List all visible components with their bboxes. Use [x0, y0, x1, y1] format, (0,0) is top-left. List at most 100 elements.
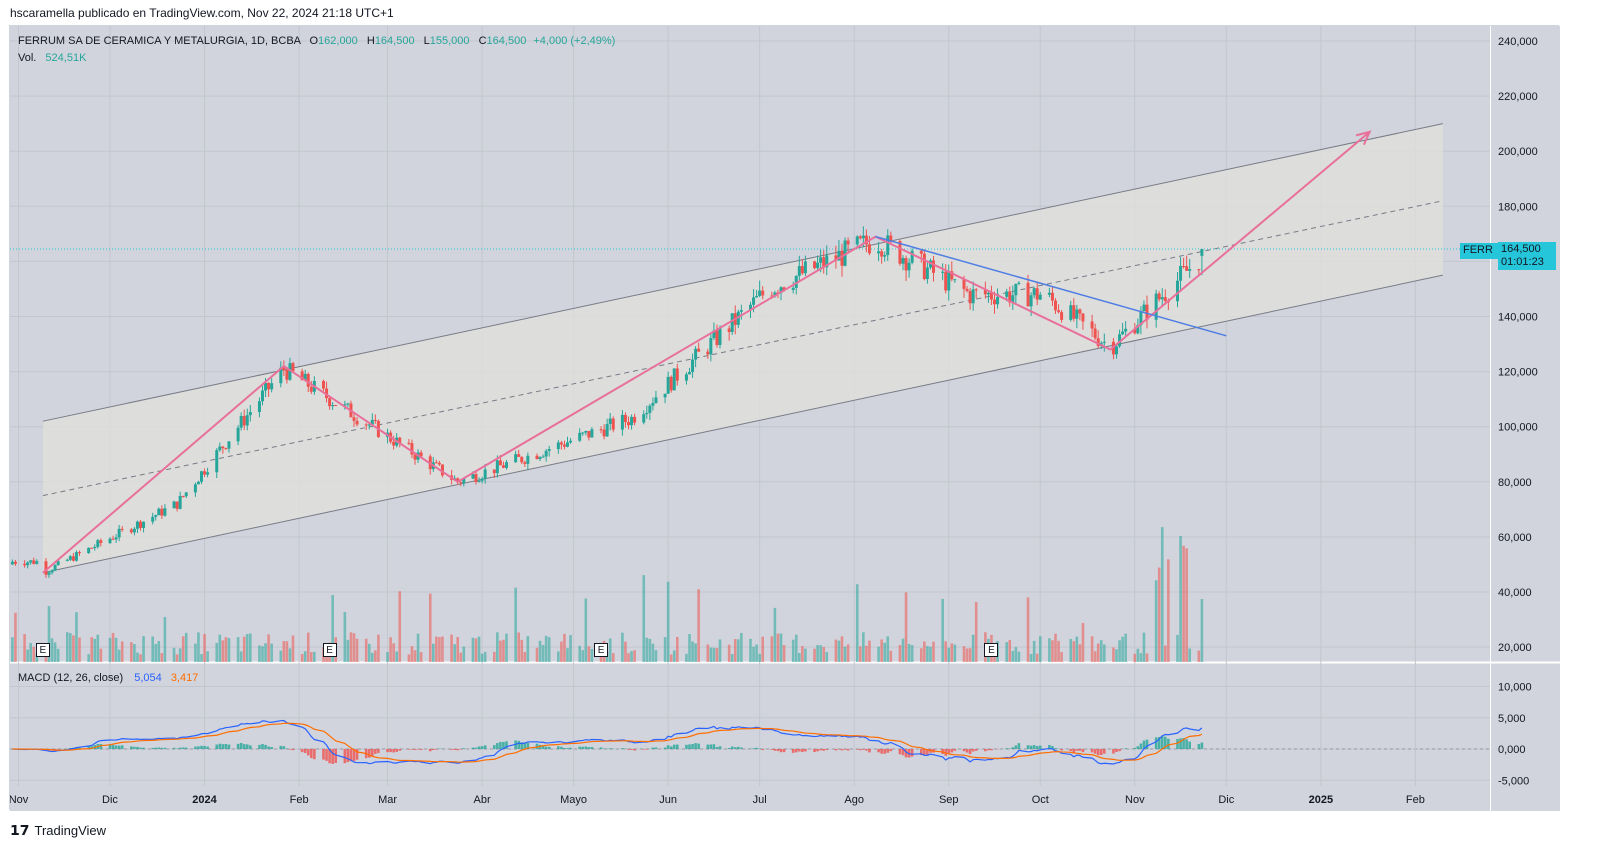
macd-histogram-bar [206, 746, 209, 749]
candle-body [758, 290, 762, 296]
candle-body [855, 236, 859, 245]
earnings-marker[interactable]: E [594, 643, 609, 657]
candle-body [666, 376, 670, 394]
candle-body [373, 419, 377, 421]
volume-bar [264, 643, 267, 662]
volume-bar [584, 598, 588, 662]
macd-histogram-bar [962, 749, 966, 752]
macd-histogram-bar [843, 749, 847, 750]
volume-bar [459, 652, 463, 662]
chart-frame[interactable]: 240,000220,000200,000180,000160,000140,0… [9, 25, 1560, 811]
macd-histogram-bar [1081, 749, 1085, 753]
volume-bar [428, 593, 432, 662]
macd-histogram-bar [343, 749, 347, 764]
macd-histogram-bar [334, 749, 337, 764]
candle-body [755, 295, 759, 298]
candle-body [514, 454, 518, 463]
candle-body [749, 304, 752, 311]
candle-body [556, 442, 560, 450]
close-value: 164,500 [486, 35, 527, 47]
macd-histogram-bar [480, 746, 484, 749]
candle-body [983, 289, 987, 295]
candle-body [1197, 269, 1201, 271]
volume-bar [56, 648, 60, 662]
macd-histogram-bar [840, 749, 844, 751]
earnings-marker[interactable]: E [322, 643, 337, 657]
candle-body [1075, 309, 1079, 319]
volume-value: 524,51K [45, 52, 87, 64]
candle-body [282, 367, 286, 370]
candle-body [135, 521, 139, 529]
candle-body [477, 480, 481, 482]
candle-body [218, 446, 222, 451]
symbol-title: FERRUM SA DE CERAMICA Y METALURGIA, 1D, … [18, 35, 301, 47]
volume-bar [669, 654, 673, 662]
macd-histogram-bar [377, 749, 380, 754]
volume-bar [130, 642, 133, 662]
volume-bar [1048, 638, 1051, 662]
macd-histogram-bar [1164, 736, 1167, 749]
macd-histogram-bar [1154, 737, 1158, 749]
candle-body [245, 415, 249, 426]
volume-bar [87, 654, 90, 662]
volume-bar [300, 654, 304, 662]
change-value: +4,000 (+2,49%) [533, 35, 616, 47]
candle-body [566, 442, 569, 447]
volume-bar [249, 633, 252, 662]
candle-body [78, 552, 81, 554]
volume-bar [450, 634, 453, 662]
candle-body [517, 454, 521, 457]
volume-bar [203, 634, 206, 662]
volume-bar [755, 644, 758, 662]
macd-histogram-bar [987, 749, 990, 751]
macd-histogram-bar [1157, 736, 1161, 749]
time-tick-label: Nov [1125, 794, 1145, 806]
volume-bar [929, 646, 932, 662]
volume-bar [676, 636, 679, 662]
macd-label: MACD (12, 26, close) [18, 672, 124, 684]
candle-body [96, 540, 100, 547]
candle-body [47, 572, 51, 575]
volume-bar [1081, 622, 1085, 662]
candle-body [578, 432, 582, 441]
time-tick-label: Dic [1218, 794, 1234, 806]
candle-body [864, 235, 868, 245]
earnings-marker[interactable]: E [984, 643, 999, 657]
volume-bar [172, 647, 176, 662]
candle-body [1185, 266, 1189, 271]
chart-canvas[interactable]: 240,000220,000200,000180,000160,000140,0… [10, 26, 1560, 811]
volume-bar [541, 644, 545, 662]
candle-body [471, 474, 475, 479]
volume-bar [26, 649, 29, 662]
volume-bar [886, 636, 890, 662]
volume-bar [53, 642, 57, 662]
volume-bar [1096, 643, 1100, 662]
symbol-price-tag: FERR [1460, 243, 1498, 259]
macd-histogram-bar [859, 749, 862, 751]
candle-body [462, 478, 466, 484]
macd-histogram-bar [889, 749, 893, 752]
candle-body [822, 257, 826, 268]
price-tick-label: 200,000 [1498, 146, 1538, 158]
volume-bar [855, 584, 859, 662]
candle-body [196, 481, 200, 485]
volume-bar [1078, 644, 1082, 662]
earnings-marker[interactable]: E [35, 643, 50, 657]
macd-histogram-bar [834, 749, 838, 751]
macd-histogram-bar [813, 749, 816, 752]
candle-body [261, 390, 264, 402]
candle-body [434, 462, 438, 464]
candle-body [193, 484, 197, 493]
candle-body [993, 299, 996, 305]
candle-body [587, 430, 591, 438]
candle-body [151, 516, 155, 522]
macd-histogram-bar [1182, 738, 1185, 749]
candle-body [944, 271, 948, 291]
candle-body [727, 328, 731, 333]
candle-body [288, 363, 292, 380]
candle-body [1078, 309, 1082, 314]
candle-body [932, 260, 935, 273]
candle-body [236, 427, 240, 442]
macd-histogram-bar [630, 749, 633, 750]
tradingview-logo[interactable]: 𝟭𝟳 TradingView [10, 822, 106, 839]
